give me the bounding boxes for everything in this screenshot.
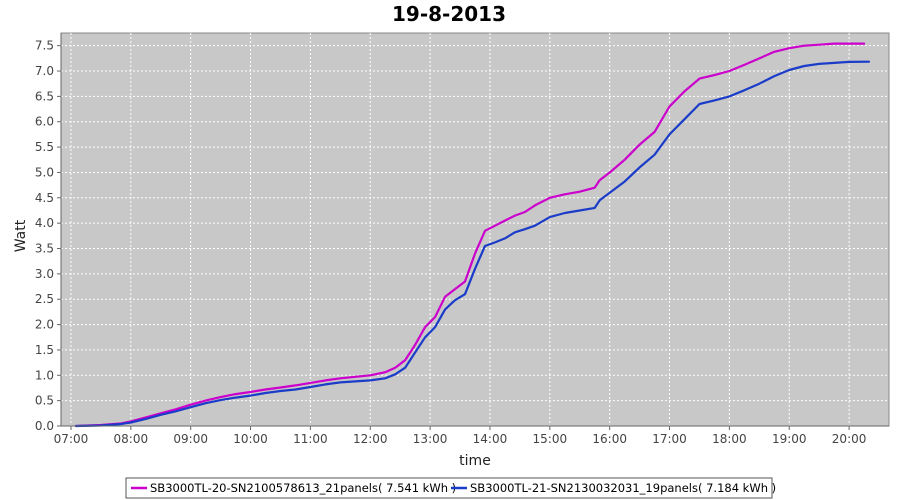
x-tick-label: 10:00	[233, 432, 268, 446]
x-tick-label: 16:00	[592, 432, 627, 446]
x-tick-label: 12:00	[353, 432, 388, 446]
y-tick-label: 0.5	[35, 394, 54, 408]
x-tick-label: 18:00	[712, 432, 747, 446]
x-tick-label: 19:00	[772, 432, 807, 446]
y-tick-label: 5.0	[35, 165, 54, 179]
y-tick-label: 5.5	[35, 140, 54, 154]
x-tick-label: 11:00	[293, 432, 328, 446]
x-tick-label: 13:00	[413, 432, 448, 446]
x-axis-title: time	[459, 453, 491, 469]
x-tick-label: 17:00	[652, 432, 687, 446]
y-tick-label: 2.0	[35, 318, 54, 332]
y-tick-label: 6.5	[35, 89, 54, 103]
legend-label-2: SB3000TL-21-SN2130032031_19panels( 7.184…	[470, 481, 776, 495]
y-tick-label: 1.0	[35, 368, 54, 382]
grid-lines	[61, 33, 889, 427]
legend-label-1: SB3000TL-20-SN2100578613_21panels( 7.541…	[150, 481, 456, 495]
legend-box	[125, 477, 773, 499]
series-line-2	[74, 60, 871, 428]
series-lines	[74, 42, 871, 428]
y-tick-label: 4.0	[35, 216, 54, 230]
y-tick-label: 2.5	[35, 292, 54, 306]
series-line-1	[74, 42, 866, 428]
x-tick-label: 15:00	[533, 432, 568, 446]
x-tick-label: 09:00	[173, 432, 208, 446]
x-tick-label: 08:00	[114, 432, 149, 446]
x-tick-label: 14:00	[473, 432, 508, 446]
chart-title: 19-8-2013	[392, 2, 506, 26]
y-tick-label: 1.5	[35, 343, 54, 357]
y-tick-label: 4.5	[35, 191, 54, 205]
y-axis-title: Watt	[13, 219, 29, 252]
y-tick-label: 0.0	[35, 419, 54, 433]
y-tick-label: 6.0	[35, 115, 54, 129]
y-tick-label: 7.5	[35, 39, 54, 53]
y-tick-label: 7.0	[35, 64, 54, 78]
x-tick-label: 07:00	[54, 432, 89, 446]
y-tick-label: 3.0	[35, 267, 54, 281]
plot-area	[60, 32, 890, 427]
legend: SB3000TL-20-SN2100578613_21panels( 7.541…	[125, 477, 776, 499]
y-tick-label: 3.5	[35, 242, 54, 256]
axes: 0.0 0.5 1.0 1.5 2.0 2.5 3.0 3.5 4.0 4.5 5.0 5.5 6.0 6…	[35, 33, 889, 446]
x-tick-label: 20:00	[832, 432, 867, 446]
